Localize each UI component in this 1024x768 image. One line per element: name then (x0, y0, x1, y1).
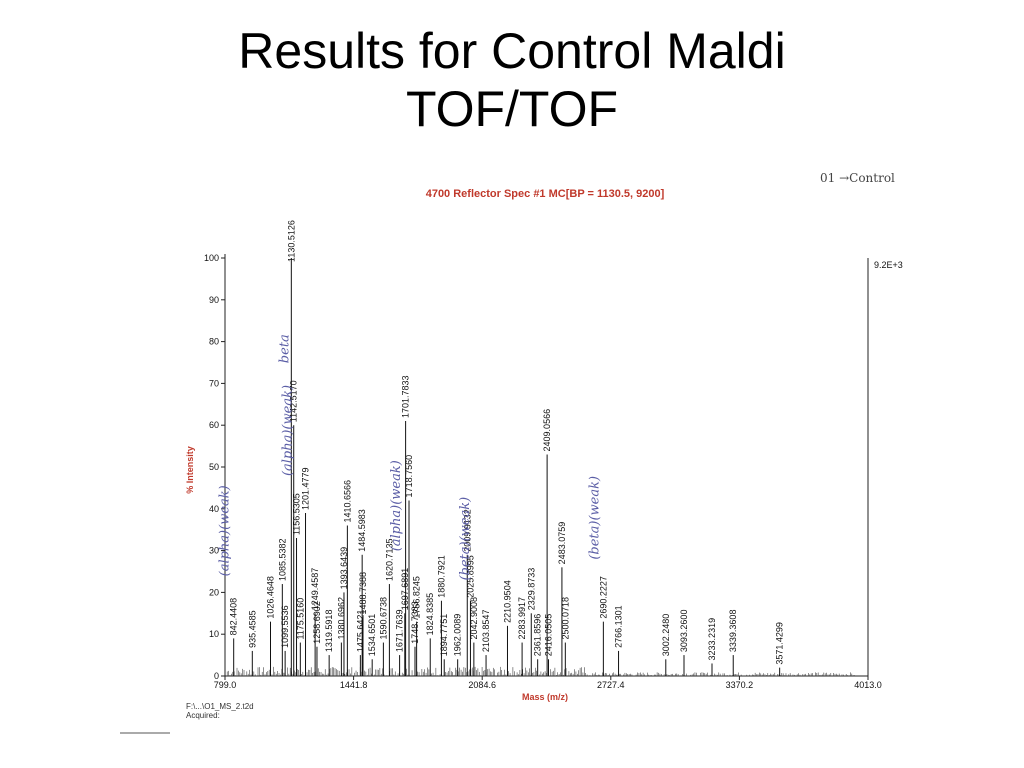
peak-label: 2009.9132 (462, 509, 472, 552)
peak-label: 1026.4648 (266, 576, 276, 619)
handwritten-note: beta (278, 334, 293, 363)
x-tick-label: 2084.6 (468, 680, 496, 690)
y-tick-label: 30 (209, 546, 219, 556)
peak-label: 1894.7751 (439, 614, 449, 657)
peak-label: 2042.9008 (469, 597, 479, 640)
peak-label: 1156.5305 (292, 493, 302, 535)
peak-label: 3002.2480 (661, 614, 671, 657)
x-tick-label: 1441.8 (340, 680, 368, 690)
peak-label: 1748.7383 (410, 601, 420, 644)
peak-label: 1475.6421 (355, 610, 365, 653)
baseline-noise (226, 666, 855, 676)
peak-label: 1534.6501 (367, 614, 377, 657)
y-tick-label: 60 (209, 420, 219, 430)
acquired-label: Acquired: (186, 711, 220, 720)
peak-label: 1249.4587 (310, 568, 320, 611)
peak-label: 2283.9917 (517, 597, 527, 640)
peak-label: 1590.6738 (378, 597, 388, 640)
peak-label: 2409.0566 (542, 409, 552, 452)
peak-label: 1410.6566 (342, 480, 352, 523)
handwritten-note: (alpha)(weak) (281, 385, 296, 476)
peak-label: 935.4585 (247, 610, 257, 648)
peak-label: 2210.9504 (502, 580, 512, 623)
peak-label: 1099.5536 (280, 605, 290, 648)
y-tick-label: 20 (209, 587, 219, 597)
peak-label: 1756.8245 (412, 576, 422, 619)
peak-label: 3233.2319 (707, 618, 717, 661)
peaks (233, 258, 781, 676)
handwritten-note: (alpha)(weak) (218, 485, 233, 576)
peak-label: 2500.0718 (560, 597, 570, 640)
handwritten-note: (beta)(weak) (458, 497, 473, 581)
y-tick-label: 50 (209, 462, 219, 472)
peak-label: 2690.2227 (598, 576, 608, 619)
y-tick-label: 0 (214, 671, 219, 681)
slide-title: Results for Control Maldi TOF/TOF (0, 22, 1024, 138)
y-tick-label: 90 (209, 295, 219, 305)
peak-label: 2103.8547 (481, 610, 491, 653)
peak-label: 842.4408 (229, 598, 239, 636)
max-intensity-label: 9.2E+3 (874, 260, 903, 270)
peak-label: 1258.6902 (312, 601, 322, 644)
peak-label: 1319.5918 (324, 610, 334, 653)
peak-label: 3093.2600 (679, 610, 689, 653)
peak-label: 1824.8385 (425, 593, 435, 636)
peak-label: 1393.6439 (339, 547, 349, 590)
x-tick-label: 2727.4 (597, 680, 625, 690)
corner-note: 01 →Control (820, 171, 895, 185)
file-path: F:\...\O1_MS_2.t2d (186, 702, 254, 711)
x-tick-label: 4013.0 (854, 680, 882, 690)
x-axis-title: Mass (m/z) (522, 692, 568, 702)
peak-label: 2361.8596 (533, 614, 543, 657)
peak-label: 1701.7833 (401, 375, 411, 418)
y-tick-label: 10 (209, 629, 219, 639)
y-tick-label: 80 (209, 337, 219, 347)
peak-label: 2483.0759 (557, 522, 567, 565)
peak-label: 1380.6962 (336, 597, 346, 640)
x-tick-label: 3370.2 (726, 680, 754, 690)
peak-label: 2025.8995 (465, 555, 475, 598)
peak-label: 1488.7388 (358, 572, 368, 615)
handwritten-note: (beta)(weak) (587, 476, 602, 560)
peak-label: 1484.5983 (357, 509, 367, 552)
slide-title-line1: Results for Control Maldi (238, 23, 786, 79)
peak-label: 1175.5160 (295, 598, 305, 640)
peak-label: 1142.5170 (289, 380, 299, 422)
peak-label: 1718.7560 (404, 455, 414, 498)
handwritten-note: (alpha)(weak) (389, 460, 404, 551)
spectrum-title: 4700 Reflector Spec #1 MC[BP = 1130.5, 9… (426, 188, 665, 200)
peak-label: 1671.7639 (395, 610, 405, 653)
y-tick-label: 70 (209, 378, 219, 388)
handwritten-annotations: (alpha)(weak) beta (alpha)(weak) (alpha)(we… (218, 334, 603, 580)
peak-label: 2416.0505 (544, 614, 554, 657)
peak-label: 1620.7135 (384, 538, 394, 581)
peak-label: 1697.6891 (400, 568, 410, 611)
peak-label: 1130.5126 (286, 220, 296, 262)
y-tick-label: 100 (204, 253, 219, 263)
slide-title-line2: TOF/TOF (405, 81, 619, 137)
peak-label: 1085.5382 (277, 538, 287, 581)
peak-label: 1201.4779 (301, 467, 311, 510)
peak-label: 1962.0089 (453, 614, 463, 657)
x-tick-label: 799.0 (214, 680, 237, 690)
peak-label: 3571.4299 (775, 622, 785, 665)
y-axis-title: % Intensity (185, 446, 195, 494)
peak-label: 2766.1301 (614, 605, 624, 648)
peak-label: 3339.3608 (728, 610, 738, 653)
y-tick-label: 40 (209, 504, 219, 514)
peak-label: 2329.8733 (526, 568, 536, 611)
peak-label: 1880.7921 (436, 555, 446, 598)
